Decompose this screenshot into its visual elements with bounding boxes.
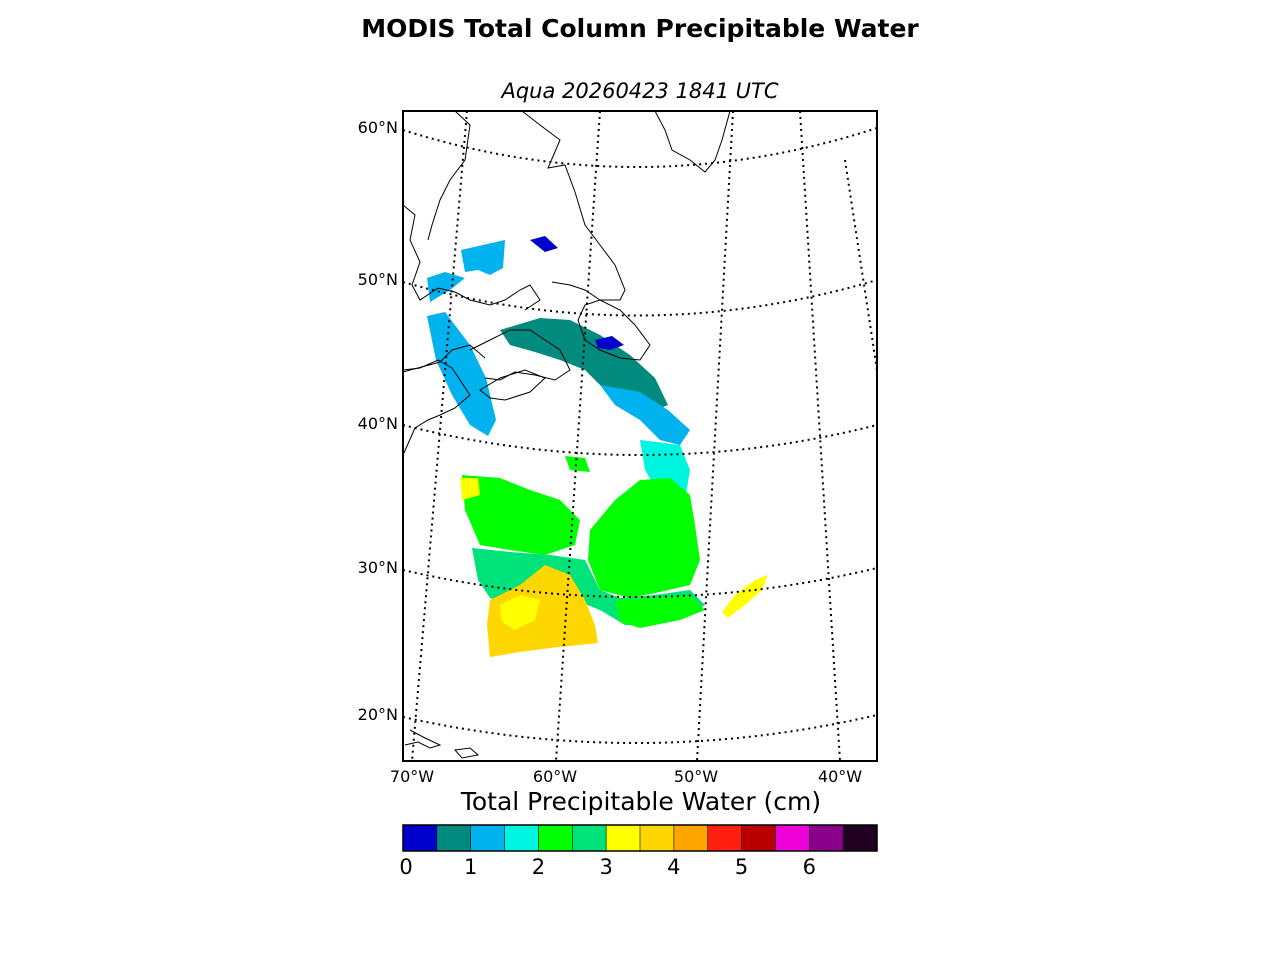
colorbar-frame (402, 824, 878, 852)
coastline-cuba (404, 729, 442, 749)
meridian-70w (411, 111, 468, 761)
coastline-novascotia (479, 369, 546, 401)
colorbar-tick-label: 1 (464, 855, 478, 879)
colorbar-title: Total Precipitable Water (cm) (460, 787, 822, 816)
swath-teal-gulf (500, 318, 668, 412)
swath-green-west (462, 475, 580, 555)
colorbar-segment (572, 825, 607, 851)
lat-label-60n: 60°N (357, 118, 398, 137)
colorbar-segment (640, 825, 675, 851)
colorbar (403, 825, 878, 851)
colorbar-tick-label: 2 (531, 855, 546, 879)
colorbar-segment (538, 825, 573, 851)
meridian-60w (555, 111, 601, 761)
meridian-50w (696, 111, 734, 761)
parallel-50n (403, 279, 877, 317)
colorbar-segment (741, 825, 776, 851)
parallel-40n (403, 424, 877, 456)
border-canada-us (403, 344, 486, 373)
colorbar-segment (403, 825, 438, 851)
swath-cyan-arc (600, 385, 690, 445)
swath-northern-cyan (427, 312, 496, 436)
coastline-labrador (521, 111, 626, 301)
coastlines (403, 111, 731, 759)
figure-subtitle: Aqua 20260423 1841 UTC (501, 79, 779, 103)
lon-label-70w: 70°W (389, 767, 435, 786)
parallel-60n (403, 127, 877, 168)
swath-yellow-west (460, 478, 480, 500)
colorbar-tick-label: 0 (399, 855, 413, 879)
swath-blue-labrador (595, 336, 624, 350)
meridian-40w (799, 111, 841, 761)
lat-label-20n: 20°N (357, 705, 398, 724)
swath-green-east (588, 478, 700, 598)
colorbar-segment (504, 825, 539, 851)
swath-yellow-east-bits (722, 575, 768, 618)
coastline-maritimes (469, 329, 571, 381)
coastline-hispaniola (454, 747, 480, 759)
colorbar-segment (673, 825, 709, 851)
lat-label-40n: 40°N (357, 414, 398, 433)
colorbar-tick-label: 6 (802, 855, 816, 879)
coastline-newfoundland (577, 299, 651, 361)
lat-label-30n: 30°N (357, 558, 398, 577)
coastline-hudson-bay (427, 111, 471, 241)
lat-label-50n: 50°N (357, 270, 398, 289)
coastline-greenland (654, 111, 731, 173)
coastline-quebec (403, 204, 541, 311)
figure-title: MODIS Total Column Precipitable Water (361, 14, 919, 43)
map-frame (402, 110, 878, 762)
colorbar-segment (775, 825, 810, 851)
precipitable-water-swath (427, 236, 768, 657)
parallel-20n (403, 714, 877, 744)
lon-label-50w: 50°W (673, 767, 719, 786)
swath-green-isolated (565, 456, 590, 472)
colorbar-tick-label: 4 (667, 855, 681, 879)
colorbar-segment (470, 825, 506, 851)
colorbar-segment (809, 825, 844, 851)
lon-label-60w: 60°W (532, 767, 578, 786)
swath-blue-north (530, 236, 558, 252)
colorbar-segment (707, 825, 743, 851)
map-panel (403, 111, 877, 761)
lon-label-40w: 40°W (817, 767, 863, 786)
graticule (403, 111, 877, 761)
colorbar-segment (843, 825, 878, 851)
swath-yellow-spots (500, 595, 540, 630)
colorbar-tick-label: 3 (599, 855, 613, 879)
colorbar-segment (436, 825, 472, 851)
coastline-us-east (403, 359, 471, 456)
colorbar-segment (606, 825, 641, 851)
swath-gold-south (487, 565, 598, 657)
meridian-extra (844, 159, 877, 371)
swath-green-south (615, 595, 705, 628)
colorbar-tick-label: 5 (734, 855, 749, 879)
swath-northern-cyan-2 (461, 240, 505, 275)
swath-northern-cyan-3 (427, 272, 465, 302)
